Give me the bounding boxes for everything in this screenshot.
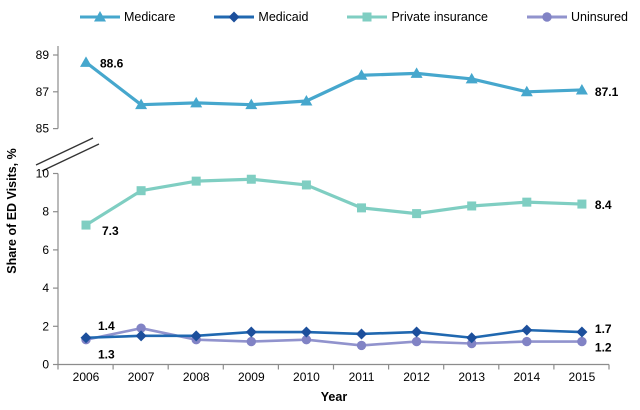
medicaid-legend-marker <box>214 11 255 23</box>
circle-marker <box>246 336 256 347</box>
y-axis-tick-label: 85 <box>36 122 50 136</box>
axis-break-slash <box>41 143 100 172</box>
legend-label-uninsured: Uninsured <box>571 10 628 24</box>
chart-legend: Medicare Medicaid Private insurance Unin… <box>66 4 640 30</box>
series-line <box>85 177 582 227</box>
square-marker <box>577 199 587 209</box>
square-marker <box>81 220 91 230</box>
y-axis-tick-label: 6 <box>42 243 49 257</box>
data-label-last: 1.7 <box>595 322 612 336</box>
circle-marker <box>542 12 552 22</box>
diamond-marker <box>228 11 240 23</box>
series-medicare: 88.6 87.1 <box>80 56 619 110</box>
circle-marker <box>467 338 477 349</box>
triangle-marker <box>410 67 423 78</box>
y-axis-tick-label: 0 <box>42 358 49 372</box>
triangle-marker <box>575 83 588 95</box>
x-axis-title: Year <box>320 390 348 404</box>
square-marker <box>191 176 201 186</box>
private-insurance-legend-marker <box>347 12 388 22</box>
series-line <box>85 326 582 347</box>
legend-label-private-insurance: Private insurance <box>391 10 489 24</box>
y-axis-tick-label: 10 <box>36 167 50 181</box>
diamond-marker <box>245 326 257 338</box>
medicare-legend-marker <box>79 11 120 22</box>
x-axis-tick-label: 2012 <box>403 370 430 384</box>
axis-break-slash <box>35 137 94 166</box>
legend-item-uninsured: Uninsured <box>525 10 628 24</box>
y-axis-title: Share of ED Visits, % <box>5 148 19 274</box>
square-marker <box>301 180 311 190</box>
square-marker <box>136 186 146 196</box>
square-marker <box>412 209 422 219</box>
diamond-marker <box>576 326 588 338</box>
circle-marker <box>356 340 367 351</box>
y-axis-tick-label: 8 <box>42 205 49 219</box>
triangle-marker <box>355 69 368 80</box>
x-axis-tick-label: 2010 <box>293 370 320 384</box>
data-label-first: 1.4 <box>98 319 115 333</box>
legend-label-medicare: Medicare <box>123 10 176 24</box>
y-axis-tick-label: 87 <box>36 85 50 99</box>
diamond-marker <box>190 330 202 342</box>
uninsured-legend-marker <box>527 12 568 22</box>
triangle-marker <box>465 72 478 84</box>
diamond-marker <box>300 326 312 338</box>
square-marker <box>362 12 372 22</box>
series-line <box>85 61 582 107</box>
diamond-marker <box>521 324 533 336</box>
data-label-first: 1.3 <box>98 348 115 362</box>
y-axis-tick-label: 4 <box>42 281 49 295</box>
series-line <box>85 328 582 340</box>
x-axis-tick-label: 2015 <box>569 370 596 384</box>
triangle-marker <box>245 98 258 110</box>
y-axis-tick-label: 89 <box>36 48 50 62</box>
circle-marker <box>522 336 532 347</box>
legend-item-private-insurance: Private insurance <box>345 10 488 24</box>
y-axis-tick-label: 2 <box>42 319 49 333</box>
triangle-marker <box>190 96 203 108</box>
triangle-marker <box>80 56 92 67</box>
x-axis-tick-label: 2009 <box>238 370 265 384</box>
legend-item-medicaid: Medicaid <box>212 10 308 24</box>
square-marker <box>522 197 532 207</box>
circle-marker <box>301 334 312 345</box>
triangle-marker <box>93 11 106 22</box>
triangle-marker <box>135 98 148 110</box>
x-axis-tick-label: 2008 <box>183 370 210 384</box>
data-label-last: 87.1 <box>595 85 619 99</box>
square-marker <box>246 174 256 184</box>
diamond-marker <box>80 332 92 344</box>
x-axis-tick-label: 2013 <box>458 370 485 384</box>
square-marker <box>357 203 366 213</box>
series-medicaid: 1.4 1.7 <box>80 319 612 344</box>
legend-label-medicaid: Medicaid <box>258 10 309 24</box>
circle-marker <box>577 336 587 347</box>
series-private-insurance: 7.3 8.4 <box>81 174 612 238</box>
data-label-last: 1.2 <box>595 341 612 355</box>
data-label-first: 7.3 <box>102 224 119 238</box>
circle-marker <box>411 336 422 347</box>
x-axis-tick-label: 2011 <box>349 370 375 384</box>
data-label-first: 88.6 <box>100 56 124 70</box>
legend-item-medicare: Medicare <box>78 10 175 24</box>
diamond-marker <box>135 330 147 342</box>
x-axis-tick-label: 2006 <box>73 370 100 384</box>
circle-marker <box>136 323 146 333</box>
diamond-marker <box>466 332 478 344</box>
data-label-last: 8.4 <box>595 198 612 212</box>
triangle-marker <box>520 85 533 97</box>
triangle-marker <box>300 95 313 106</box>
square-marker <box>467 201 477 211</box>
x-axis-tick-label: 2014 <box>513 370 540 384</box>
x-axis-tick-label: 2007 <box>128 370 155 384</box>
diamond-marker <box>356 328 367 340</box>
diamond-marker <box>411 326 423 338</box>
